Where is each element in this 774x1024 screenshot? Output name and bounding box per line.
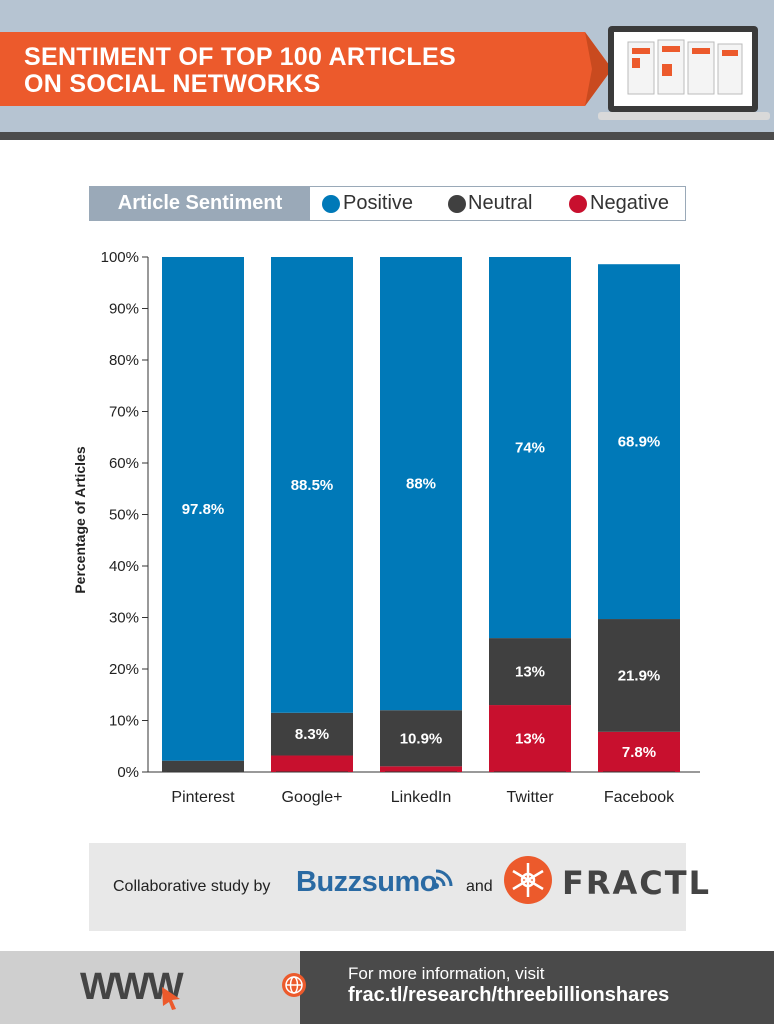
data-label: 74% bbox=[515, 440, 545, 457]
y-tick-label: 80% bbox=[109, 352, 139, 369]
y-tick-label: 70% bbox=[109, 404, 139, 421]
x-tick-label: Google+ bbox=[282, 789, 343, 806]
stacked-bar-chart: 0% 10% 20% 30% 40% 50% 60% 70% 80% 90% 100% 97.8% Pi… bbox=[101, 249, 700, 806]
title-line-1: SENTIMENT OF TOP 100 ARTICLES bbox=[24, 43, 456, 71]
bar-segment-negative bbox=[271, 755, 353, 772]
legend-label-neutral: Neutral bbox=[468, 192, 533, 214]
y-tick-label: 50% bbox=[109, 507, 139, 524]
legend-title: Article Sentiment bbox=[90, 187, 310, 220]
x-tick-label: Pinterest bbox=[171, 789, 235, 806]
fractl-snowflake-icon bbox=[504, 856, 552, 904]
bar-segment-positive bbox=[271, 257, 353, 713]
bar-segment-positive bbox=[598, 264, 680, 620]
globe-icon bbox=[282, 973, 306, 997]
bar-segment-neutral bbox=[598, 619, 680, 732]
bar-segment-neutral bbox=[162, 760, 244, 772]
y-tick-label: 20% bbox=[109, 661, 139, 678]
wifi-icon bbox=[433, 869, 453, 889]
buzzsumo-logo: Buzzsumo bbox=[296, 866, 438, 898]
bar-segment-negative bbox=[380, 766, 462, 772]
x-tick-label: Twitter bbox=[506, 789, 554, 806]
y-tick-label: 40% bbox=[109, 558, 139, 575]
data-label: 88% bbox=[406, 476, 436, 493]
data-label: 97.8% bbox=[182, 501, 225, 518]
y-tick-label: 60% bbox=[109, 455, 139, 472]
x-tick-label: LinkedIn bbox=[391, 789, 452, 806]
bar-segment-positive bbox=[489, 257, 571, 639]
bar-segment-neutral bbox=[489, 638, 571, 706]
collab-text: Collaborative study by bbox=[113, 878, 271, 895]
laptop-icon bbox=[598, 26, 770, 120]
y-tick-label: 0% bbox=[117, 764, 139, 781]
cursor-icon bbox=[162, 987, 180, 1010]
legend-dot-positive bbox=[322, 195, 340, 213]
legend-dot-negative bbox=[569, 195, 587, 213]
page-title: SENTIMENT OF TOP 100 ARTICLES ON SOCIAL … bbox=[24, 44, 584, 98]
bar-segment-positive bbox=[380, 257, 462, 711]
and-text: and bbox=[466, 878, 493, 895]
x-tick-label: Facebook bbox=[604, 789, 675, 806]
bar-segment-negative bbox=[489, 705, 571, 772]
data-label: 10.9% bbox=[400, 730, 443, 747]
data-label: 13% bbox=[515, 731, 545, 748]
footer-left-panel bbox=[0, 951, 300, 1024]
legend-label-positive: Positive bbox=[343, 192, 414, 214]
credits-panel bbox=[89, 843, 686, 931]
y-tick-label: 30% bbox=[109, 610, 139, 627]
data-label: 7.8% bbox=[622, 744, 656, 761]
research-link[interactable]: frac.tl/research/threebillionshares bbox=[348, 984, 670, 1006]
bar-segment-neutral bbox=[380, 710, 462, 767]
data-label: 8.3% bbox=[295, 726, 329, 743]
header-divider bbox=[0, 132, 774, 140]
legend-label-negative: Negative bbox=[590, 192, 669, 214]
bar-segment-negative bbox=[598, 731, 680, 772]
data-label: 21.9% bbox=[618, 667, 661, 684]
data-label: 88.5% bbox=[291, 477, 334, 494]
y-tick-label: 100% bbox=[101, 249, 139, 266]
more-info-text: For more information, visit bbox=[348, 964, 545, 983]
data-label: 13% bbox=[515, 664, 545, 681]
fractl-logo: FRACTL bbox=[562, 864, 711, 902]
data-label: 68.9% bbox=[618, 434, 661, 451]
bar-segment-positive bbox=[162, 257, 244, 761]
chart-legend: Article Sentiment Positive Neutral Negat… bbox=[89, 186, 686, 221]
legend-dot-neutral bbox=[448, 195, 466, 213]
title-line-2: ON SOCIAL NETWORKS bbox=[24, 70, 321, 98]
title-ribbon bbox=[0, 32, 612, 106]
y-tick-label: 90% bbox=[109, 301, 139, 318]
bar-segment-neutral bbox=[271, 712, 353, 756]
y-tick-label: 10% bbox=[109, 713, 139, 730]
y-axis-label: Percentage of Articles bbox=[72, 446, 88, 594]
